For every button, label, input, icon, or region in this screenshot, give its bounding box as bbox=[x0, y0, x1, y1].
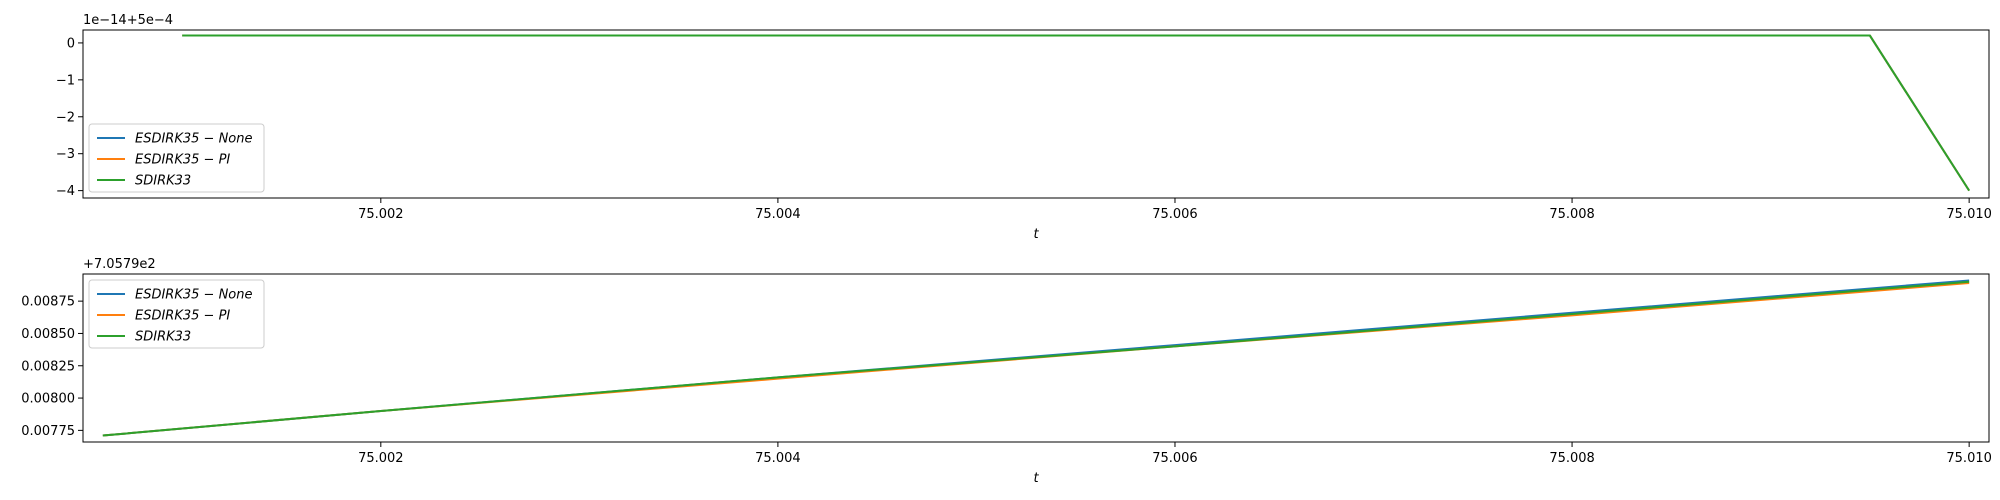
series-line-2 bbox=[182, 34, 1970, 192]
x-tick-label: 75.006 bbox=[1152, 451, 1198, 466]
y-offset-label: 1e−14+5e−4 bbox=[83, 13, 173, 28]
x-tick-label: 75.008 bbox=[1549, 451, 1595, 466]
axes-frame bbox=[82, 273, 1990, 443]
series-group bbox=[102, 279, 1970, 437]
x-tick-label: 75.010 bbox=[1946, 451, 1992, 466]
y-tick-label: 0.00825 bbox=[21, 359, 75, 374]
y-tick-label: 0.00800 bbox=[21, 392, 75, 407]
y-tick-label: 0.00875 bbox=[21, 295, 75, 310]
x-axis-label: t bbox=[1033, 227, 1039, 242]
legend-box bbox=[88, 279, 265, 349]
x-tick-label: 75.004 bbox=[755, 207, 801, 222]
legend: ESDIRK35 − None ESDIRK35 − PI SDIRK33 bbox=[88, 279, 265, 349]
y-tick-label: 0 bbox=[67, 36, 75, 51]
legend-label-3: SDIRK33 bbox=[135, 330, 191, 345]
series-line-3 bbox=[182, 34, 1970, 192]
y-offset-label: +7.0579e2 bbox=[83, 257, 156, 272]
x-tick-label: 75.002 bbox=[358, 207, 404, 222]
y-tick-label: 0.00850 bbox=[21, 327, 75, 342]
y-tick-label: −3 bbox=[56, 147, 75, 162]
series-line-1 bbox=[182, 34, 1970, 192]
subplot-2: 75.002 75.004 75.006 75.008 75.010 0.00775 0.0… bbox=[21, 257, 1992, 486]
y-tick-label: −4 bbox=[56, 184, 75, 199]
series-line-2 bbox=[102, 282, 1970, 437]
legend-label-1: ESDIRK35 − None bbox=[135, 288, 252, 303]
legend-label-2: ESDIRK35 − PI bbox=[135, 153, 230, 168]
x-tick-label: 75.006 bbox=[1152, 207, 1198, 222]
series-line-3 bbox=[102, 280, 1970, 437]
subplot-1: 75.002 75.004 75.006 75.008 75.010 0 −1 −2 −3 −4 1… bbox=[56, 13, 1992, 242]
legend-label-1: ESDIRK35 − None bbox=[135, 132, 252, 147]
legend-label-3: SDIRK33 bbox=[135, 174, 191, 189]
legend-label-2: ESDIRK35 − PI bbox=[135, 309, 230, 324]
axes-frame bbox=[82, 29, 1990, 199]
legend-box bbox=[88, 123, 265, 193]
x-tick-label: 75.008 bbox=[1549, 207, 1595, 222]
x-tick-label: 75.010 bbox=[1946, 207, 1992, 222]
x-tick-label: 75.002 bbox=[358, 451, 404, 466]
legend: ESDIRK35 − None ESDIRK35 − PI SDIRK33 bbox=[88, 123, 265, 193]
x-tick-label: 75.004 bbox=[755, 451, 801, 466]
series-group bbox=[182, 34, 1970, 192]
x-axis-label: t bbox=[1033, 471, 1039, 486]
y-tick-label: −2 bbox=[56, 110, 75, 125]
y-tick-label: −1 bbox=[56, 73, 75, 88]
y-tick-label: 0.00775 bbox=[21, 424, 75, 439]
